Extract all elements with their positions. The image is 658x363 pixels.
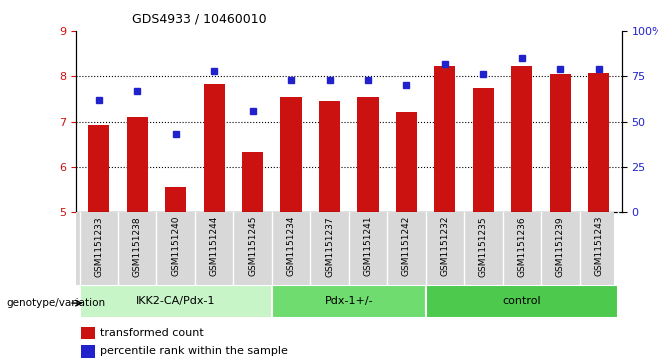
Text: GSM1151239: GSM1151239 — [556, 216, 565, 277]
Text: GSM1151241: GSM1151241 — [363, 216, 372, 277]
Bar — [434, 66, 455, 212]
Text: GSM1151235: GSM1151235 — [479, 216, 488, 277]
Bar — [588, 73, 609, 212]
Bar — [357, 97, 378, 212]
Text: GSM1151244: GSM1151244 — [210, 216, 218, 276]
Bar — [511, 66, 532, 212]
Text: GSM1151234: GSM1151234 — [286, 216, 295, 277]
Text: transformed count: transformed count — [100, 328, 204, 338]
Bar — [242, 152, 263, 212]
Bar — [319, 101, 340, 212]
Text: IKK2-CA/Pdx-1: IKK2-CA/Pdx-1 — [136, 296, 215, 306]
Bar — [549, 74, 571, 212]
Text: GSM1151240: GSM1151240 — [171, 216, 180, 277]
Bar — [396, 111, 417, 212]
Text: percentile rank within the sample: percentile rank within the sample — [100, 346, 288, 356]
Bar — [81, 345, 95, 358]
Text: GSM1151233: GSM1151233 — [94, 216, 103, 277]
Text: Pdx-1+/-: Pdx-1+/- — [324, 296, 373, 306]
Bar — [280, 97, 301, 212]
Text: GSM1151238: GSM1151238 — [133, 216, 141, 277]
Text: GSM1151245: GSM1151245 — [248, 216, 257, 277]
Bar — [165, 187, 186, 212]
Bar — [203, 84, 224, 212]
Text: GSM1151243: GSM1151243 — [594, 216, 603, 277]
Text: GSM1151237: GSM1151237 — [325, 216, 334, 277]
Text: GDS4933 / 10460010: GDS4933 / 10460010 — [132, 13, 266, 26]
Text: GSM1151232: GSM1151232 — [440, 216, 449, 277]
Text: control: control — [503, 296, 541, 306]
Bar — [473, 87, 494, 212]
Text: GSM1151242: GSM1151242 — [402, 216, 411, 276]
Bar — [88, 125, 109, 212]
Bar — [80, 285, 272, 318]
Bar — [426, 285, 618, 318]
Bar — [81, 327, 95, 339]
Text: GSM1151236: GSM1151236 — [517, 216, 526, 277]
Bar — [272, 285, 426, 318]
Bar — [126, 117, 148, 212]
Text: genotype/variation: genotype/variation — [7, 298, 106, 308]
